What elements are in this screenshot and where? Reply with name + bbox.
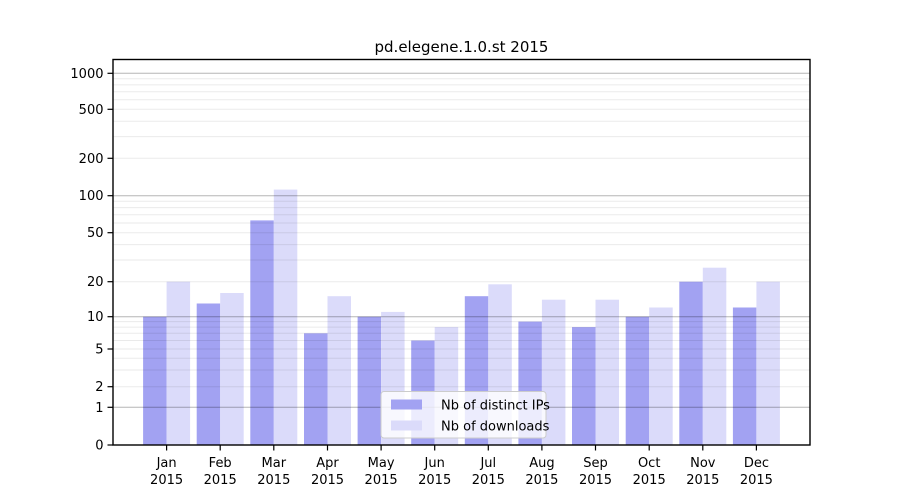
bar-distinct-ips-apr	[304, 333, 328, 445]
x-tick-label-year-jul: 2015	[472, 473, 505, 488]
x-axis: Jan 2015 Feb 2015 Mar 2015 Apr 2015 May 2015 Jun 20…	[150, 445, 773, 488]
y-tick-label-1: 1	[95, 401, 103, 416]
bar-downloads-jan	[166, 281, 191, 445]
y-tick-label-10: 10	[87, 310, 104, 325]
y-tick-label-1000: 1000	[70, 67, 103, 82]
x-tick-label-year-sep: 2015	[579, 473, 612, 488]
legend-swatch-downloads	[391, 420, 422, 431]
legend-label-downloads: Nb of downloads	[441, 420, 550, 435]
bar-downloads-feb	[220, 293, 244, 445]
gridlines	[113, 72, 810, 408]
bar-downloads-apr	[327, 296, 351, 445]
y-tick-label-100: 100	[79, 189, 104, 204]
chart-title: pd.elegene.1.0.st 2015	[375, 38, 549, 56]
x-tick-label-year-apr: 2015	[311, 473, 344, 488]
x-tick-label-month-apr: Apr	[316, 456, 339, 471]
x-tick-label-month-oct: Oct	[638, 456, 660, 471]
bar-distinct-ips-dec	[732, 307, 757, 445]
bar-distinct-ips-feb	[196, 303, 221, 445]
plot-border	[112, 58, 811, 446]
bar-distinct-ips-nov	[679, 281, 703, 445]
x-tick-label-month-aug: Aug	[529, 456, 554, 471]
bar-downloads-aug	[541, 299, 566, 445]
y-tick-label-2: 2	[95, 380, 103, 395]
x-tick-label-year-may: 2015	[365, 473, 398, 488]
y-tick-label-5: 5	[95, 343, 103, 358]
x-tick-label-year-aug: 2015	[525, 473, 558, 488]
x-tick-label-month-sep: Sep	[583, 456, 608, 471]
x-tick-label-year-jan: 2015	[150, 473, 183, 488]
bar-downloads-oct	[649, 307, 673, 445]
legend-label-distinct-ips: Nb of distinct IPs	[441, 399, 550, 414]
legend-swatch-distinct-ips	[391, 399, 422, 410]
x-tick-label-month-feb: Feb	[209, 456, 232, 471]
x-tick-label-year-feb: 2015	[204, 473, 237, 488]
x-tick-label-year-nov: 2015	[686, 473, 719, 488]
legend-box	[380, 391, 547, 439]
bar-downloads-nov	[702, 267, 727, 445]
y-tick-label-20: 20	[87, 275, 104, 290]
y-tick-label-200: 200	[79, 152, 104, 167]
y-tick-label-500: 500	[79, 103, 104, 118]
bar-distinct-ips-sep	[572, 327, 596, 445]
x-tick-label-year-dec: 2015	[740, 473, 773, 488]
y-axis: 0 1 2 5 10 20 50 100 200 500 1000	[70, 67, 113, 454]
x-tick-label-year-mar: 2015	[257, 473, 290, 488]
x-tick-label-month-jan: Jan	[156, 456, 177, 471]
bar-downloads-dec	[756, 281, 780, 445]
bar-downloads-mar	[273, 189, 298, 445]
x-tick-label-year-oct: 2015	[633, 473, 666, 488]
bar-distinct-ips-oct	[625, 316, 650, 445]
y-tick-label-50: 50	[87, 226, 104, 241]
x-tick-label-month-jul: Jul	[479, 456, 496, 471]
x-tick-label-month-may: May	[368, 456, 395, 471]
x-tick-label-month-jun: Jun	[424, 456, 445, 471]
y-tick-label-0: 0	[95, 439, 103, 454]
x-tick-label-year-jun: 2015	[418, 473, 451, 488]
legend: Nb of distinct IPs Nb of downloads	[380, 391, 550, 439]
x-tick-label-month-dec: Dec	[744, 456, 769, 471]
bar-distinct-ips-may	[357, 316, 382, 445]
bar-downloads-sep	[595, 299, 619, 445]
bar-distinct-ips-mar	[250, 220, 274, 445]
bar-distinct-ips-jan	[143, 316, 167, 445]
x-tick-label-month-mar: Mar	[262, 456, 287, 471]
x-tick-label-month-nov: Nov	[690, 456, 716, 471]
